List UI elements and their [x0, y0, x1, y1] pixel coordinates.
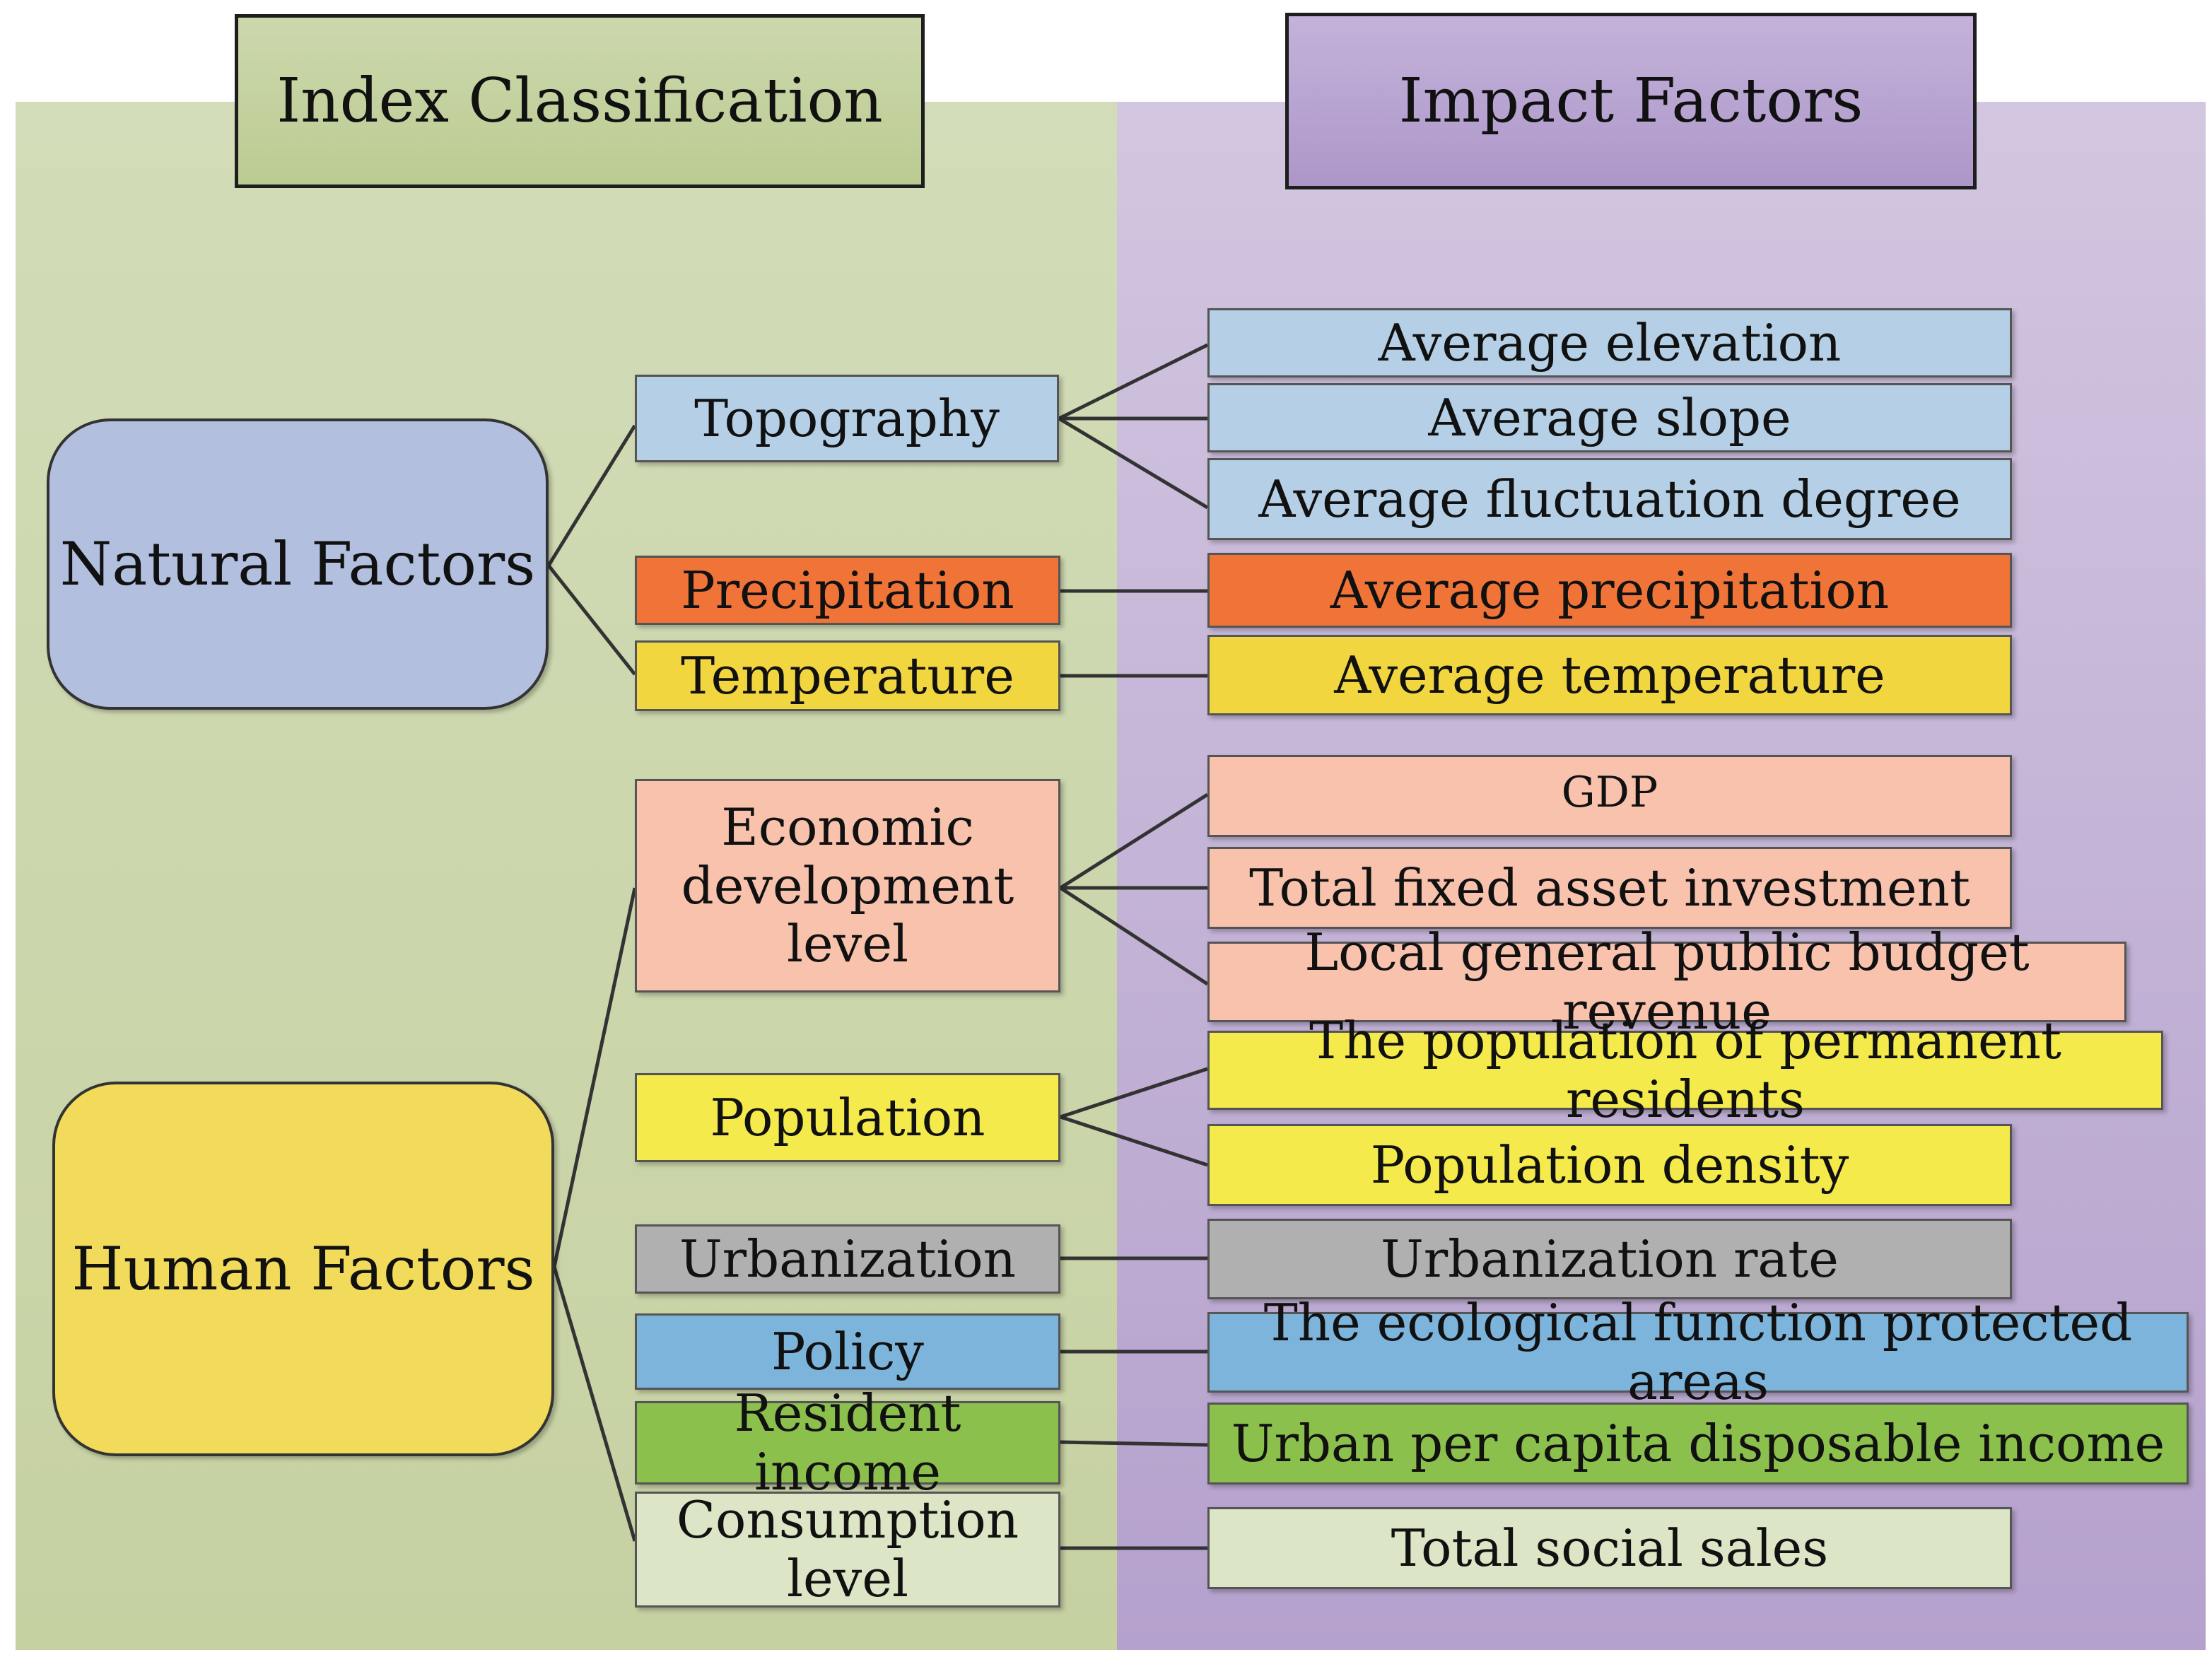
policy-box: Policy — [635, 1313, 1060, 1390]
average-elevation-box: Average elevation — [1207, 308, 2012, 377]
human-factors-box: Human Factors — [52, 1082, 554, 1456]
gdp-box: GDP — [1207, 755, 2012, 837]
index-classification-header: Index Classification — [235, 14, 925, 188]
average-temperature-box: Average temperature — [1207, 635, 2012, 715]
average-precipitation-box: Average precipitation — [1207, 553, 2012, 628]
population-box: Population — [635, 1073, 1060, 1162]
average-fluctuation-box: Average fluctuation degree — [1207, 458, 2012, 540]
total-fixed-asset-box: Total fixed asset investment — [1207, 847, 2012, 929]
consumption-level-box: Consumption level — [635, 1491, 1060, 1608]
topography-box: Topography — [635, 375, 1059, 462]
temperature-box: Temperature — [635, 640, 1060, 711]
urbanization-box: Urbanization — [635, 1224, 1060, 1294]
economic-development-box: Economic development level — [635, 779, 1060, 993]
average-slope-box: Average slope — [1207, 383, 2012, 452]
precipitation-box: Precipitation — [635, 556, 1060, 625]
population-density-box: Population density — [1207, 1124, 2012, 1206]
natural-factors-box: Natural Factors — [47, 418, 549, 710]
urbanization-rate-box: Urbanization rate — [1207, 1219, 2012, 1299]
impact-factors-header: Impact Factors — [1285, 13, 1977, 189]
permanent-residents-box: The population of permanent residents — [1207, 1012, 2163, 1128]
budget-revenue-box: Local general public budget revenue — [1207, 923, 2126, 1040]
total-social-sales-box: Total social sales — [1207, 1507, 2012, 1589]
resident-income-box: Resident income — [635, 1384, 1060, 1501]
protected-areas-box: The ecological function protected areas — [1207, 1294, 2189, 1410]
disposable-income-box: Urban per capita disposable income — [1207, 1403, 2189, 1485]
